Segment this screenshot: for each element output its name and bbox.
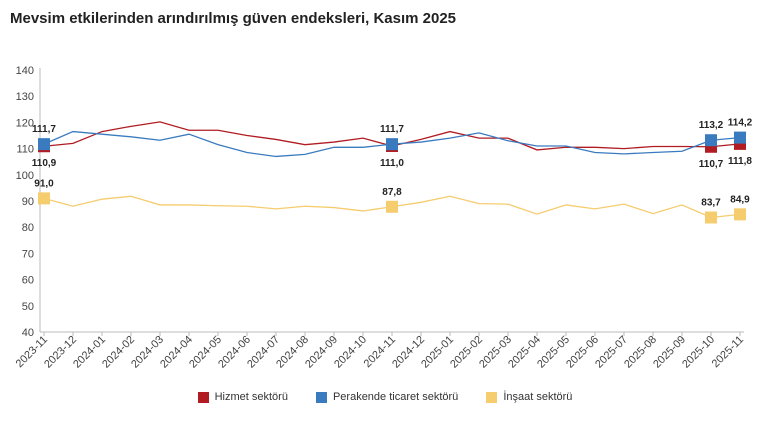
y-tick-label: 120: [16, 117, 34, 129]
x-tick-label: 2024-10: [332, 334, 369, 371]
legend-label: Perakende ticaret sektörü: [332, 391, 459, 403]
data-label: 114,2: [728, 118, 753, 129]
x-tick-label: 2025-10: [680, 334, 717, 371]
legend-item[interactable]: Perakende ticaret sektörü: [315, 391, 459, 403]
data-point-marker: [734, 208, 746, 221]
data-point-marker: [705, 211, 717, 224]
data-point-marker: [38, 138, 50, 151]
y-tick-label: 100: [16, 170, 34, 182]
legend-swatch: [486, 391, 498, 403]
y-tick-label: 140: [16, 65, 34, 77]
data-point-marker: [734, 131, 746, 144]
data-label: 111,7: [380, 124, 404, 135]
data-label: 110,7: [699, 159, 724, 170]
data-label: 87,8: [382, 187, 402, 198]
y-tick-label: 50: [22, 301, 34, 313]
y-tick-label: 130: [16, 91, 34, 103]
y-tick-label: 60: [22, 275, 34, 287]
y-tick-label: 90: [22, 196, 34, 208]
data-label: 111,7: [32, 124, 56, 135]
data-point-marker: [705, 134, 717, 147]
legend-label: Hizmet sektörü: [214, 391, 288, 403]
legend-label: İnşaat sektörü: [503, 391, 573, 403]
x-tick-label: 2025-11: [710, 334, 746, 370]
legend: Hizmet sektörü Perakende ticaret sektörü İ…: [0, 391, 770, 403]
data-label: 84,9: [730, 194, 750, 205]
data-label: 111,8: [728, 156, 752, 167]
legend-item[interactable]: İnşaat sektörü: [486, 391, 572, 403]
chart-title: Mevsim etkilerinden arındırılmış güven e…: [10, 10, 457, 27]
y-tick-label: 70: [22, 248, 34, 260]
legend-item[interactable]: Hizmet sektörü: [197, 391, 288, 403]
data-label: 111,0: [380, 158, 404, 169]
legend-swatch: [197, 391, 209, 403]
data-label: 91,0: [34, 178, 54, 189]
y-tick-label: 110: [16, 144, 34, 156]
data-label: 83,7: [701, 198, 721, 209]
data-label: 113,2: [699, 120, 724, 131]
y-tick-label: 80: [22, 222, 34, 234]
data-point-marker: [386, 200, 398, 213]
legend-swatch: [315, 391, 327, 403]
data-point-marker: [38, 192, 50, 205]
y-tick-label: 40: [22, 327, 34, 339]
data-label: 110,9: [32, 158, 57, 169]
data-point-marker: [386, 138, 398, 151]
